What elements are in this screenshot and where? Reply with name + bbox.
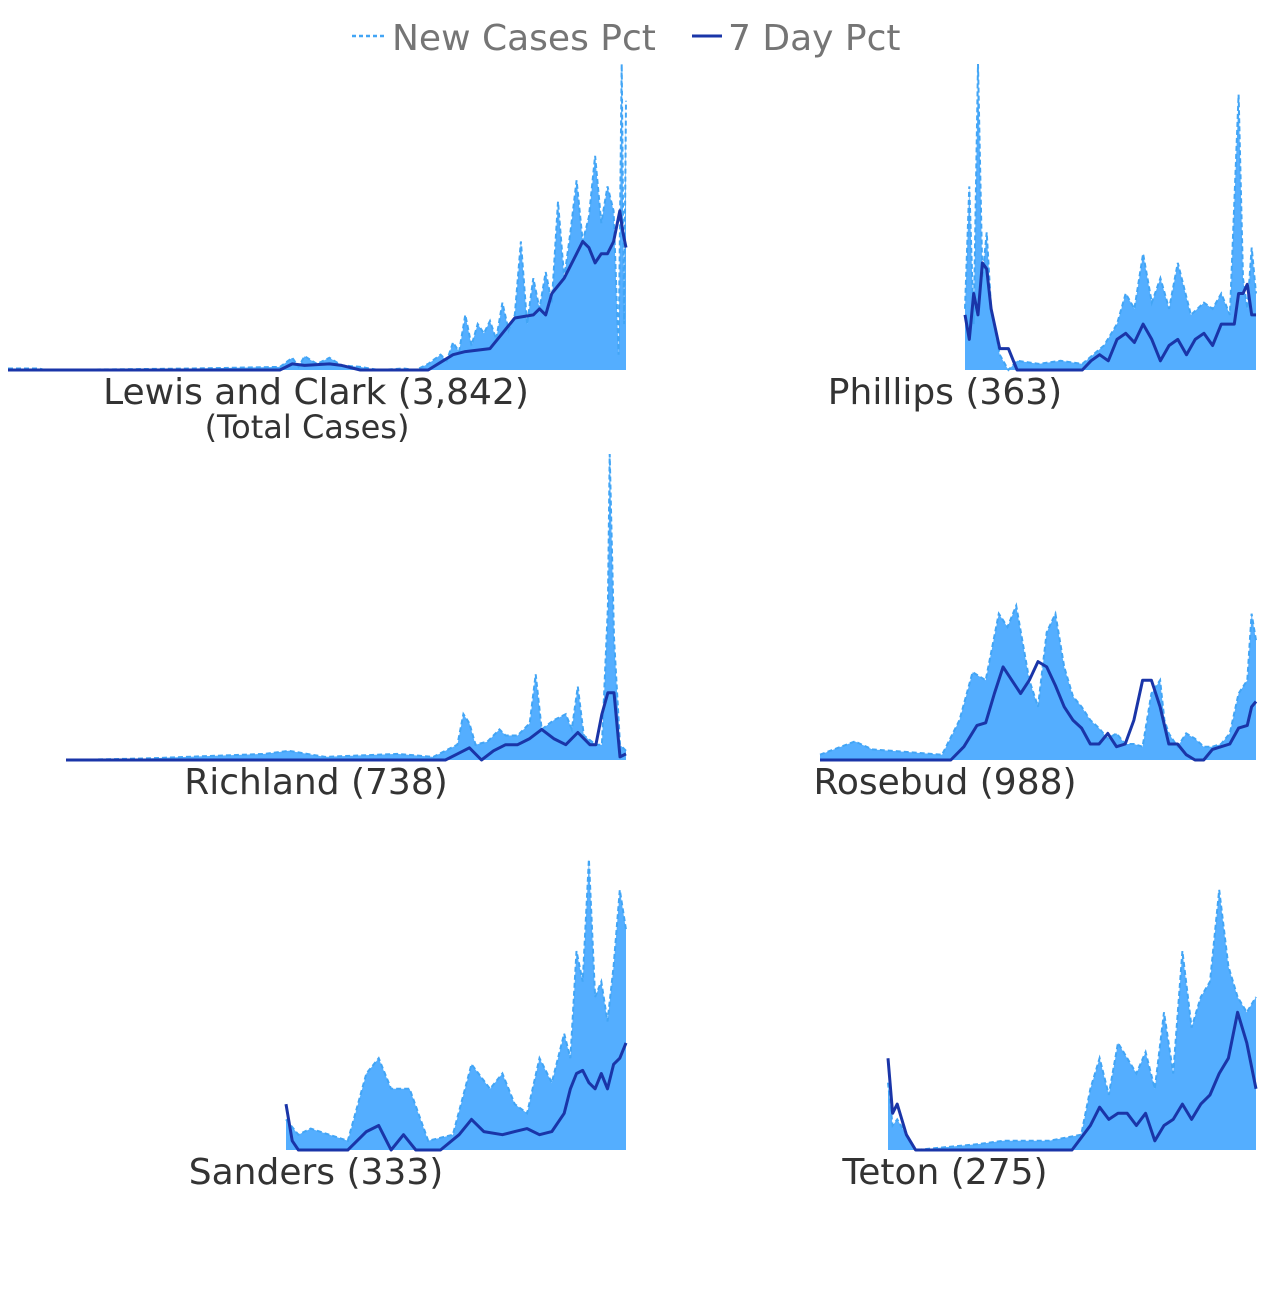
seven-day-line (820, 660, 1258, 762)
legend-new-cases-label: New Cases Pct (392, 18, 656, 59)
new-cases-line (8, 63, 627, 372)
plot-area (65, 453, 627, 762)
panel-sanders: Sanders (333) (189, 859, 628, 1193)
panel-richland: Richland (738) (65, 453, 627, 803)
new-cases-area (286, 859, 626, 1150)
panel-lewis-and-clark: Lewis and Clark (3,842) (Total Cases) (8, 63, 628, 446)
new-cases-area (965, 64, 1256, 370)
seven-day-line (886, 1010, 1258, 1152)
plot-area (8, 63, 628, 372)
new-cases-line (65, 453, 627, 761)
plot-area (963, 63, 1257, 372)
panel-rosebud: Rosebud (988) (813, 602, 1258, 803)
seven-day-line (66, 691, 627, 762)
plot-area (886, 889, 1258, 1152)
new-cases-area (820, 605, 1256, 760)
panel-title: Lewis and Clark (3,842) (103, 372, 529, 413)
new-cases-line (285, 859, 627, 1143)
new-cases-line (964, 63, 1257, 372)
panel-phillips: Phillips (363) (828, 63, 1257, 413)
legend-seven-day-label: 7 Day Pct (728, 18, 901, 59)
new-cases-area (8, 64, 626, 370)
panel-title: Sanders (333) (189, 1152, 444, 1193)
new-cases-line (887, 889, 1257, 1152)
new-cases-area (888, 889, 1256, 1150)
panel-title: Rosebud (988) (813, 762, 1076, 803)
seven-day-line (284, 1042, 628, 1152)
plot-area (819, 602, 1258, 762)
panel-title: Teton (275) (841, 1152, 1047, 1193)
panel-teton: Teton (275) (841, 889, 1258, 1193)
plot-area (284, 859, 628, 1152)
seven-day-line (963, 261, 1256, 372)
legend: New Cases Pct 7 Day Pct (352, 18, 901, 59)
panel-title: Phillips (363) (828, 372, 1062, 413)
new-cases-line (819, 602, 1257, 756)
panel-subtitle: (Total Cases) (205, 408, 410, 446)
seven-day-line (8, 209, 628, 372)
new-cases-area (66, 454, 626, 760)
panel-title: Richland (738) (184, 762, 448, 803)
